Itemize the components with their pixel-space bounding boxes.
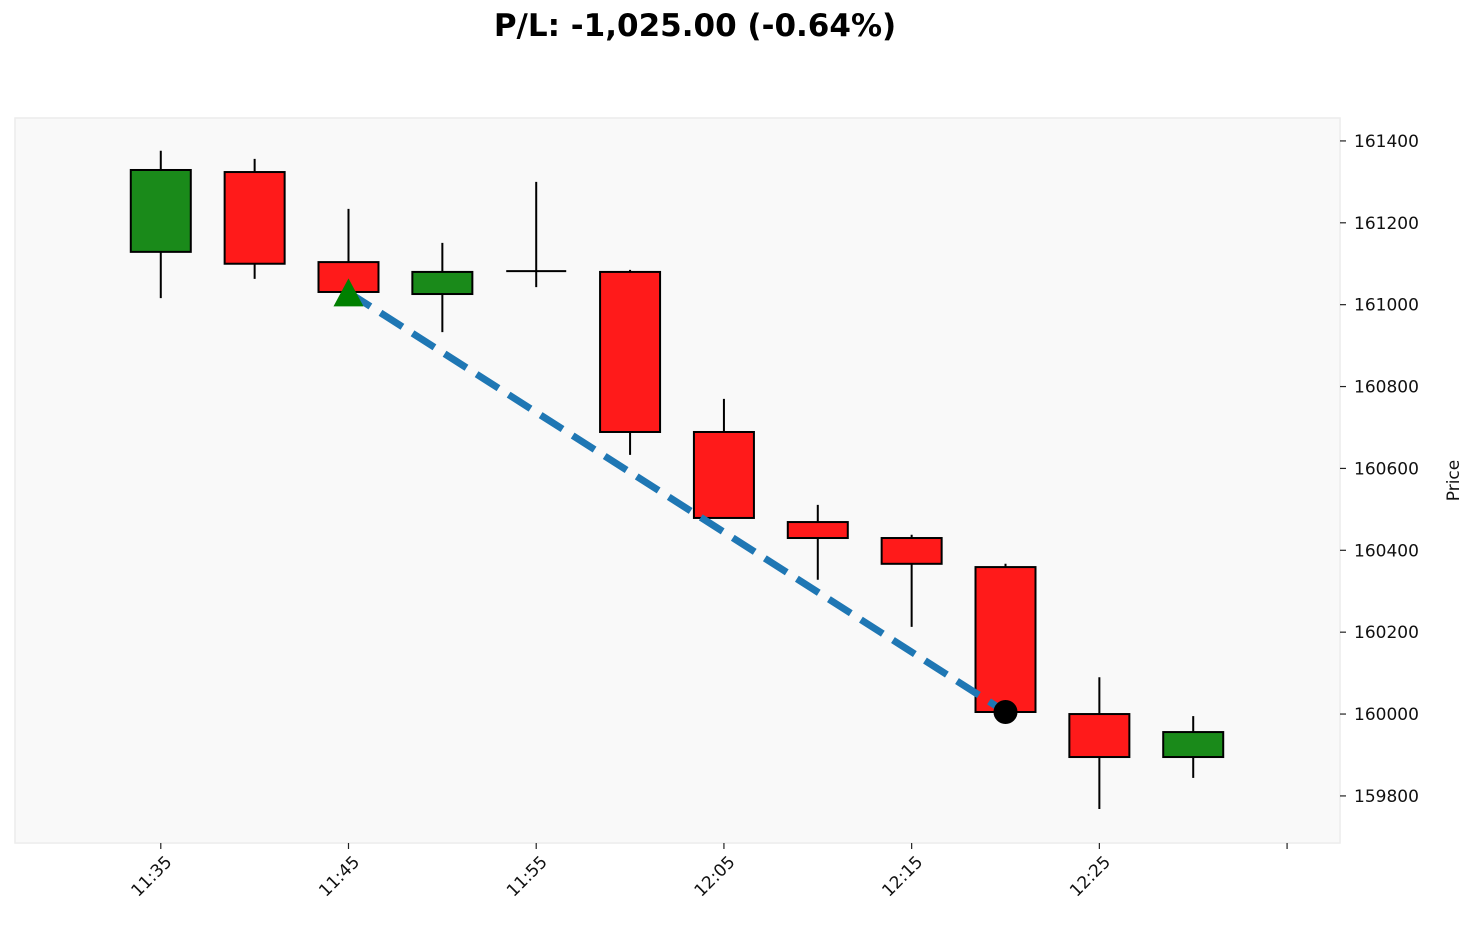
- y-axis-label: Price: [1444, 460, 1464, 501]
- y-tick-label: 160800: [1354, 378, 1419, 398]
- y-tick-label: 161200: [1354, 214, 1419, 234]
- candle-body: [974, 566, 1037, 714]
- exit-marker: [993, 700, 1018, 725]
- y-tick-label: 161400: [1354, 132, 1419, 152]
- candle-body: [411, 270, 474, 296]
- y-tick-label: 159800: [1354, 787, 1419, 807]
- trade-line: [346, 289, 1008, 715]
- y-tick-label: 160600: [1354, 459, 1419, 479]
- x-tick-label: 11:35: [128, 852, 177, 901]
- y-tick-label: 160000: [1354, 705, 1419, 725]
- candle-body: [692, 430, 755, 519]
- x-tick-label: 11:55: [503, 852, 552, 901]
- x-tick-label: 12:25: [1066, 852, 1115, 901]
- x-tick-label: 11:45: [315, 852, 364, 901]
- chart-title: P/L: -1,025.00 (-0.64%): [493, 8, 897, 44]
- x-tick-label: 12:05: [691, 852, 740, 901]
- y-tick-label: 160400: [1354, 541, 1419, 561]
- candle-body: [1068, 713, 1131, 759]
- candle-body: [1162, 731, 1225, 759]
- entry-marker: [333, 278, 364, 307]
- y-tick-label: 161000: [1354, 296, 1419, 316]
- candle-body: [129, 168, 192, 253]
- y-tick-label: 160200: [1354, 623, 1419, 643]
- x-tick-label: 12:15: [878, 852, 927, 901]
- candle-body: [786, 521, 849, 540]
- plot-area: [14, 117, 1341, 844]
- candle-body: [223, 171, 286, 265]
- candle-body: [880, 537, 943, 565]
- candle-body: [599, 270, 662, 433]
